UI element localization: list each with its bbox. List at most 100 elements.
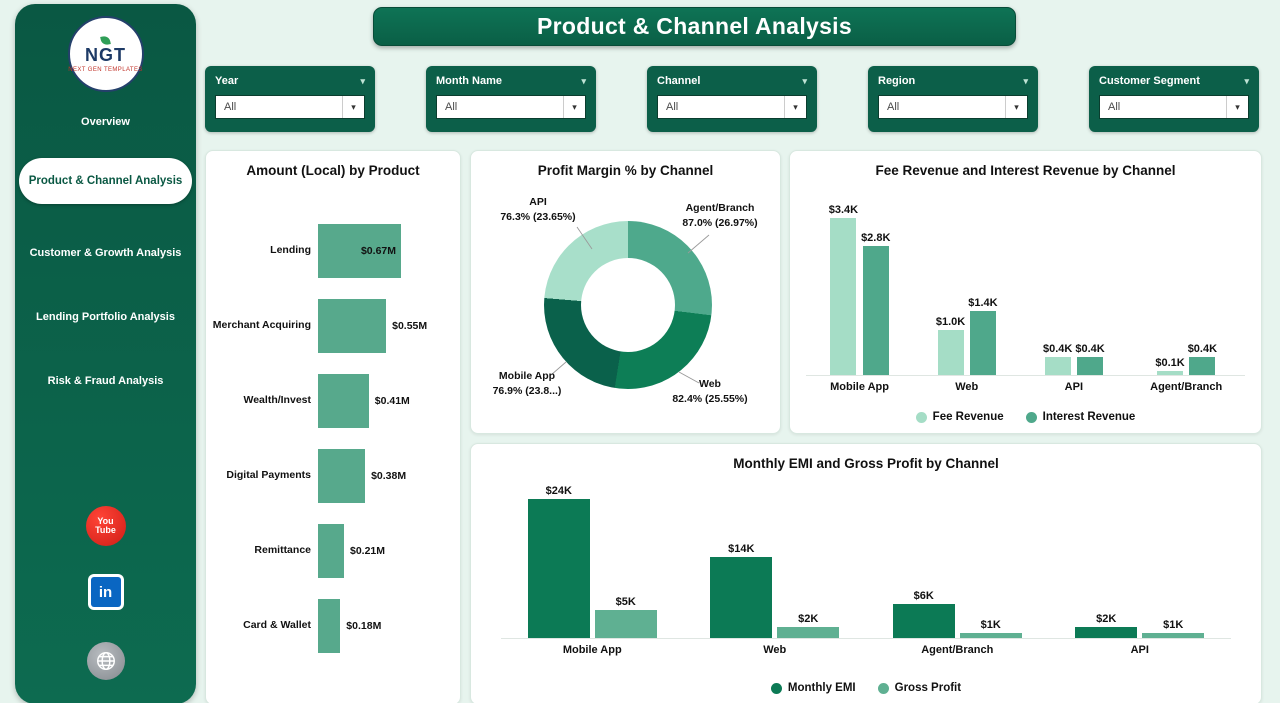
bar-track: $0.67M [318, 223, 454, 278]
column-wrap: $1K [959, 619, 1022, 639]
donut-label-name: Web [699, 378, 721, 390]
donut-label-agent-branch: Agent/Branch 87.0% (26.97%) [659, 201, 781, 230]
donut-label-name: Mobile App [498, 370, 556, 382]
bar[interactable] [318, 373, 369, 428]
bar-track: $0.21M [318, 523, 454, 578]
filter-month-label: Month Name [436, 75, 502, 87]
chevron-down-icon[interactable]: ▾ [1226, 96, 1248, 118]
sidebar-item-product-channel-analysis[interactable]: Product & Channel Analysis [19, 158, 192, 204]
sidebar-item-overview[interactable]: Overview [81, 116, 130, 128]
bar-row: Merchant Acquiring $0.55M [206, 288, 454, 363]
filter-segment-label: Customer Segment [1099, 75, 1200, 87]
filter-year-dropdown[interactable]: All ▾ [215, 95, 365, 119]
bar-track: $0.41M [318, 373, 454, 428]
column[interactable] [1189, 357, 1216, 376]
category-label: Agent/Branch [921, 644, 994, 656]
category-label: Wealth/Invest [243, 394, 312, 407]
column[interactable] [1142, 633, 1205, 639]
donut-label-detail: 76.9% (23.8...) [492, 384, 562, 397]
column[interactable] [777, 627, 840, 639]
column[interactable] [1077, 357, 1104, 376]
column-group: $24K $5K Mobile App [527, 482, 657, 656]
column-wrap: $3.4K [829, 204, 858, 376]
bar[interactable] [318, 448, 366, 503]
legend: Fee Revenue Interest Revenue [790, 411, 1261, 423]
legend-item[interactable]: Monthly EMI [770, 682, 856, 694]
filter-region-dropdown[interactable]: All ▾ [878, 95, 1028, 119]
column-bars: $24K $5K [527, 485, 657, 639]
chevron-down-icon[interactable]: ▾ [1005, 96, 1027, 118]
column[interactable] [937, 329, 964, 376]
column-bars: $0.4K $0.4K [1043, 343, 1105, 376]
column[interactable] [959, 633, 1022, 639]
column-wrap: $2K [1075, 613, 1138, 639]
category-label: Web [763, 644, 787, 656]
chevron-down-icon[interactable]: ▾ [1023, 75, 1028, 86]
legend: Monthly EMI Gross Profit [471, 682, 1261, 694]
column[interactable] [1157, 371, 1183, 376]
panel-profit-margin-by-channel: Profit Margin % by Channel API 76.3% (23… [470, 150, 781, 434]
column-bars: $6K $1K [892, 590, 1022, 639]
category-label: Card & Wallet [243, 619, 311, 632]
bar[interactable] [318, 598, 341, 653]
column[interactable] [594, 609, 657, 639]
sidebar-item-customer-growth-analysis[interactable]: Customer & Growth Analysis [29, 247, 182, 259]
column[interactable] [892, 604, 955, 639]
youtube-icon[interactable]: You Tube [85, 506, 126, 546]
panel-fee-interest-by-channel: Fee Revenue and Interest Revenue by Chan… [789, 150, 1262, 434]
column[interactable] [1075, 627, 1138, 639]
filter-channel: Channel ▾ All ▾ [647, 66, 817, 132]
chevron-down-icon[interactable]: ▾ [784, 96, 806, 118]
youtube-text-1: You [97, 515, 114, 526]
value-label: $2K [798, 613, 819, 626]
column[interactable] [830, 218, 857, 376]
chevron-down-icon[interactable]: ▾ [1244, 75, 1249, 86]
category-label: Lending [270, 244, 311, 257]
bar[interactable] [318, 223, 401, 278]
chevron-down-icon[interactable]: ▾ [342, 96, 364, 118]
bar[interactable] [318, 523, 344, 578]
column[interactable] [969, 310, 996, 376]
column[interactable] [1044, 357, 1071, 376]
column-wrap: $14K [710, 543, 773, 639]
legend-label: Interest Revenue [1042, 411, 1136, 423]
column[interactable] [710, 557, 773, 639]
column[interactable] [862, 245, 889, 376]
donut-label-detail: 82.4% (25.55%) [672, 392, 748, 405]
linkedin-icon[interactable]: in [87, 574, 124, 610]
donut-label-api: API 76.3% (23.65%) [483, 195, 593, 224]
column-group: $0.4K $0.4K API [1043, 195, 1105, 393]
category-label: Mobile App [562, 644, 622, 656]
bar[interactable] [318, 298, 387, 353]
column-wrap: $2K [777, 613, 840, 639]
column[interactable] [527, 499, 590, 639]
legend-item[interactable]: Interest Revenue [1025, 411, 1136, 423]
sidebar-item-lending-portfolio-analysis[interactable]: Lending Portfolio Analysis [36, 311, 175, 323]
category-label: Mobile App [830, 381, 889, 393]
page-title: Product & Channel Analysis [373, 7, 1016, 46]
column-group: $14K $2K Web [710, 482, 840, 656]
filter-month-dropdown[interactable]: All ▾ [436, 95, 586, 119]
filter-segment-dropdown[interactable]: All ▾ [1099, 95, 1249, 119]
value-label: $0.38M [371, 469, 407, 482]
filter-year-value: All [224, 101, 237, 113]
legend-label: Gross Profit [894, 682, 962, 694]
filter-channel-dropdown[interactable]: All ▾ [657, 95, 807, 119]
column-wrap: $1.0K [936, 316, 965, 376]
chevron-down-icon[interactable]: ▾ [802, 75, 807, 86]
value-label: $1K [1163, 619, 1184, 632]
legend-item[interactable]: Gross Profit [877, 682, 962, 694]
value-label: $0.4K [1187, 343, 1218, 356]
donut-label-web: Web 82.4% (25.55%) [657, 377, 763, 406]
chevron-down-icon[interactable]: ▾ [360, 75, 365, 86]
globe-icon[interactable] [86, 642, 125, 680]
chevron-down-icon[interactable]: ▾ [581, 75, 586, 86]
sidebar-item-risk-fraud-analysis[interactable]: Risk & Fraud Analysis [47, 375, 164, 387]
legend-item[interactable]: Fee Revenue [915, 411, 1004, 423]
filter-region-label: Region [878, 75, 916, 87]
profit-donut[interactable] [544, 221, 712, 389]
chevron-down-icon[interactable]: ▾ [563, 96, 585, 118]
bar-track: $0.38M [318, 448, 454, 503]
category-label: Merchant Acquiring [212, 319, 311, 332]
filter-region: Region ▾ All ▾ [868, 66, 1038, 132]
